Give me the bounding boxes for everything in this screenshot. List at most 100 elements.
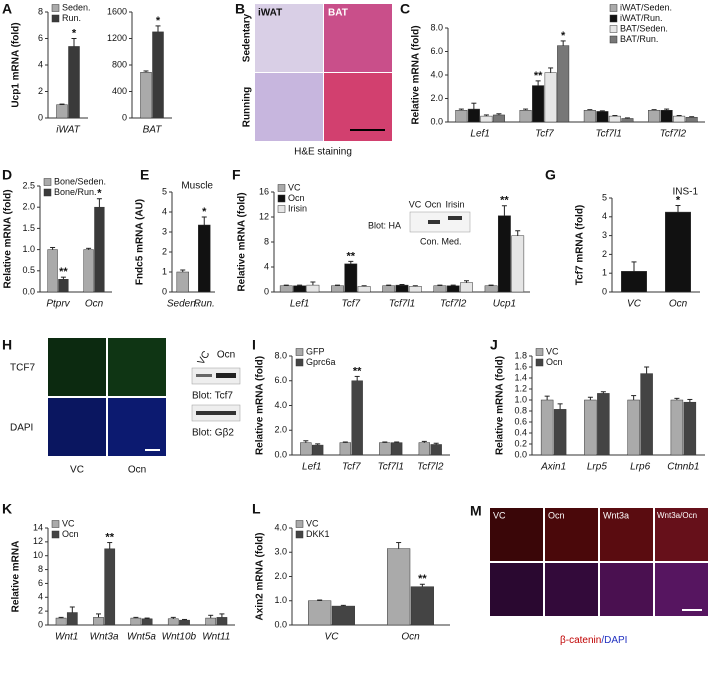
panel-letter: K	[2, 501, 12, 517]
x-tick-label: Ocn	[669, 299, 688, 310]
caption-part: /DAPI	[601, 635, 627, 646]
y-tick-label: 2	[602, 249, 607, 259]
bar	[484, 285, 498, 293]
image-tile	[545, 563, 598, 616]
legend-swatch	[51, 14, 60, 23]
x-tick-label: Wnt5a	[127, 632, 156, 643]
bar	[141, 618, 153, 626]
y-tick-label: 1.0	[274, 595, 287, 605]
bar	[331, 605, 355, 626]
bar	[455, 110, 468, 123]
legend-label: Run.	[62, 13, 81, 23]
bar	[152, 31, 164, 119]
x-tick-label: Tcf7l1	[378, 462, 404, 473]
y-tick-label: 0	[162, 286, 167, 296]
bar	[408, 286, 422, 293]
bar	[685, 117, 698, 123]
y-tick-label: 3	[162, 226, 167, 236]
bar	[379, 442, 391, 456]
row-label: Running	[242, 87, 253, 128]
bar	[621, 271, 647, 293]
y-tick-label: 6	[38, 578, 43, 588]
image-tile	[545, 508, 598, 561]
lane-label: VC	[196, 349, 212, 367]
image-label: VC	[493, 510, 506, 520]
y-tick-label: 10	[33, 550, 43, 560]
legend-label: VC	[62, 518, 75, 528]
bar	[621, 118, 634, 123]
legend-label: Seden.	[62, 2, 91, 12]
x-tick-label: Ocn	[85, 299, 104, 310]
image-tile	[490, 563, 543, 616]
y-tick-label: 2.0	[430, 93, 443, 103]
y-tick-label: 6	[38, 33, 43, 43]
y-tick-label: 0	[122, 112, 127, 122]
bar	[357, 286, 371, 293]
y-tick-label: 14	[33, 522, 43, 532]
bar	[519, 110, 532, 123]
legend-label: Ocn	[62, 529, 79, 539]
x-tick-label: Run.	[194, 299, 215, 310]
y-tick-label: 12	[259, 211, 269, 221]
image-tile	[255, 4, 323, 72]
legend-swatch	[277, 205, 286, 213]
bar	[446, 285, 460, 293]
legend-label: Ocn	[546, 357, 563, 367]
bar	[391, 442, 403, 456]
legend-label: GFP	[306, 346, 325, 356]
significance: **	[500, 195, 509, 207]
column-label: VC	[70, 465, 84, 476]
bar	[583, 110, 596, 123]
y-tick-label: 1	[162, 266, 167, 276]
blot-band	[448, 216, 462, 220]
y-tick-label: 4	[264, 261, 269, 271]
panel-letter: L	[252, 501, 261, 517]
legend-swatch	[535, 348, 544, 356]
y-tick-label: 0.8	[514, 405, 527, 415]
legend-label: Irisin	[288, 203, 307, 213]
image-label: Wnt3a/Ocn	[657, 511, 697, 520]
blot-caption: Con. Med.	[420, 236, 462, 246]
bar	[216, 617, 228, 626]
bar	[492, 114, 505, 123]
y-tick-label: 0.0	[22, 286, 35, 296]
bar	[130, 617, 142, 626]
bar	[66, 612, 78, 626]
legend-label: VC	[288, 182, 301, 192]
significance: **	[534, 70, 543, 82]
bar	[648, 110, 661, 123]
x-tick-label: Tcf7l2	[417, 462, 444, 473]
y-tick-label: 400	[112, 86, 127, 96]
bar	[306, 284, 320, 293]
bar	[418, 442, 430, 456]
legend-swatch	[51, 520, 60, 528]
y-tick-label: 0.2	[514, 438, 527, 448]
image-label: Ocn	[548, 510, 565, 520]
y-tick-label: 4.0	[430, 69, 443, 79]
bar	[540, 399, 554, 456]
y-tick-label: 1	[602, 268, 607, 278]
y-tick-label: 8	[38, 564, 43, 574]
y-tick-label: 2.0	[22, 202, 35, 212]
y-tick-label: 0.0	[274, 619, 287, 629]
x-tick-label: Tcf7l1	[389, 299, 415, 310]
x-tick-label: VC	[325, 632, 340, 643]
chart-title: Muscle	[181, 181, 213, 192]
legend-swatch	[51, 530, 60, 539]
y-tick-label: 8.0	[274, 350, 287, 360]
bar	[331, 285, 344, 293]
x-tick-label: Wnt1	[55, 632, 78, 643]
x-tick-label: Lef1	[290, 299, 309, 310]
x-tick-label: Lef1	[302, 462, 321, 473]
legend-swatch	[295, 348, 304, 356]
x-tick-label: Lrp6	[630, 462, 650, 473]
blot-band	[216, 373, 236, 378]
column-label: Ocn	[128, 465, 146, 476]
y-tick-label: 2.0	[274, 425, 287, 435]
image-tile	[48, 338, 106, 396]
bar	[140, 72, 152, 119]
bar	[279, 285, 293, 293]
image-caption: β-catenin/DAPI	[560, 635, 627, 646]
legend-swatch	[295, 358, 304, 367]
significance: **	[353, 365, 362, 377]
